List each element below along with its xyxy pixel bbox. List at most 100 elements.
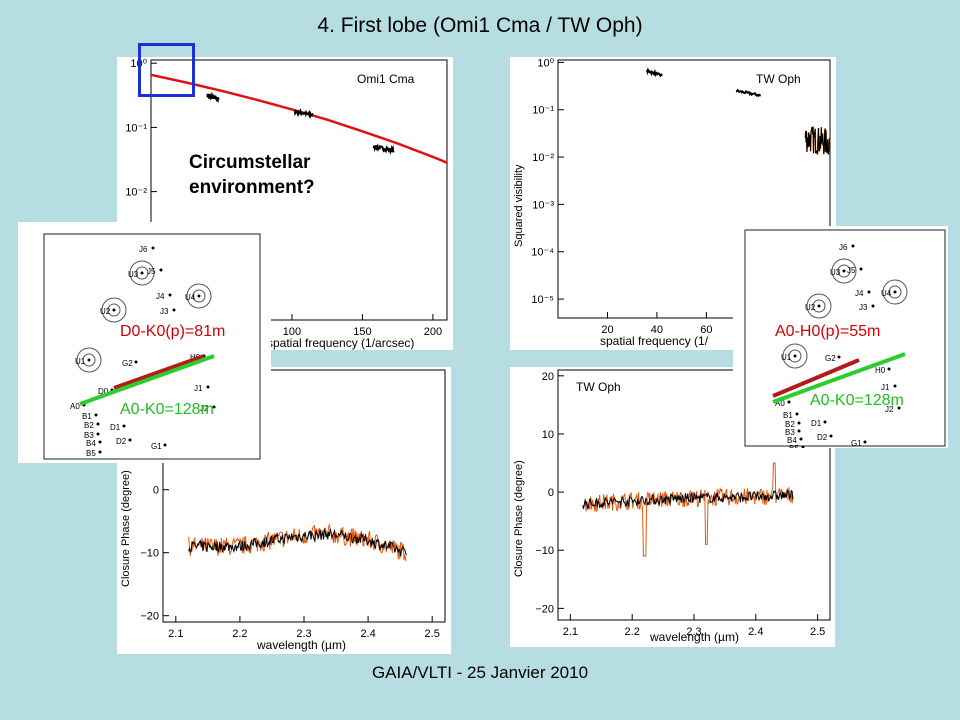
visibility-data-group <box>206 91 220 104</box>
station-label: J4 <box>156 292 165 301</box>
station-label: J1 <box>881 383 890 392</box>
plot-frame <box>557 59 831 319</box>
station-dot <box>859 267 863 271</box>
station-label: D2 <box>817 433 828 442</box>
station-label: J4 <box>855 289 864 298</box>
y-tick-label: −10 <box>140 548 159 560</box>
station-label: H0 <box>875 366 886 375</box>
station-dot <box>863 440 867 444</box>
closure-phase-plot-twoph: 20 10 0 −10 −20 2.1 2.2 2.3 2.4 2.5 TW Oph Closu… <box>513 369 831 644</box>
x-tick-label: 2.4 <box>360 628 375 640</box>
ut-circle <box>129 260 155 286</box>
y-tick-label: 20 <box>542 371 554 383</box>
station-label: U4 <box>881 289 892 298</box>
station-dot <box>212 405 216 409</box>
x-tick-label: 20 <box>601 324 613 336</box>
ut-dome <box>82 353 96 367</box>
y-tick-label: 0 <box>548 487 554 499</box>
ut-dome <box>812 299 826 313</box>
station-label: G1 <box>151 442 162 451</box>
visibility-data-group <box>804 126 831 155</box>
station-dot <box>867 290 871 294</box>
closure-phase-data <box>582 462 794 557</box>
station-label: U1 <box>75 357 86 366</box>
station-dot <box>787 400 791 404</box>
station-dot <box>823 420 827 424</box>
slide-title: 4. First lobe (Omi1 Cma / TW Oph) <box>317 14 643 37</box>
ut-dome <box>135 266 149 280</box>
station-dot <box>795 412 799 416</box>
baseline-red-line <box>772 358 860 398</box>
station-dot <box>112 308 116 312</box>
station-label: U2 <box>100 307 111 316</box>
station-dot <box>799 437 803 441</box>
station-dot <box>893 290 897 294</box>
baseline-red-line <box>113 354 205 390</box>
station-label: B5 <box>86 449 96 458</box>
station-label: B2 <box>84 421 94 430</box>
visibility-data-group <box>735 88 761 98</box>
y-tick-label: 10 <box>542 429 554 441</box>
station-label: D2 <box>116 437 127 446</box>
station-dot <box>197 294 201 298</box>
station-label: U3 <box>830 268 841 277</box>
station-label: J2 <box>200 404 209 413</box>
station-label: A0 <box>775 399 785 408</box>
station-dot <box>96 422 100 426</box>
station-label: B4 <box>86 439 96 448</box>
y-tick-label: −10 <box>535 545 554 557</box>
vlti-station-map: J6U3J5J4U4J3U2U1G2D0H0J1J2A0B1B2B3B4B5D1… <box>43 233 261 460</box>
station-dot <box>96 432 100 436</box>
vlti-array-map-left: J6U3J5J4U4J3U2U1G2D0H0J1J2A0B1B2B3B4B5D1… <box>18 222 271 463</box>
station-dot <box>793 354 797 358</box>
ut-circle <box>101 297 127 323</box>
y-tick-label: 10⁻⁴ <box>531 247 554 259</box>
station-dot <box>851 244 855 248</box>
baseline-green-line <box>79 354 215 406</box>
station-label: J3 <box>859 303 868 312</box>
plot-frame <box>150 59 448 321</box>
station-dot <box>140 271 144 275</box>
station-dot <box>87 358 91 362</box>
x-tick-label: 2.2 <box>625 626 640 638</box>
station-label: J2 <box>885 405 894 414</box>
station-label: U4 <box>185 293 196 302</box>
baseline-label-red-right: A0-H0(p)=55m <box>775 323 881 340</box>
station-label: G2 <box>825 354 836 363</box>
station-label: J3 <box>160 307 169 316</box>
y-tick-label: 10⁻¹ <box>125 122 147 134</box>
station-label: J5 <box>147 267 156 276</box>
closure-phase-model <box>582 489 794 510</box>
x-tick-label: 2.2 <box>232 628 247 640</box>
ut-dome <box>788 349 802 363</box>
ut-dome <box>888 285 902 299</box>
x-tick-label: 200 <box>424 326 442 338</box>
x-tick-label: 60 <box>700 324 712 336</box>
closure-phase-panel-omi1cma: 0 −10 −20 2.1 2.2 2.3 2.4 2.5 Closure Phase (d… <box>117 367 451 654</box>
station-dot <box>151 246 155 250</box>
station-dot <box>897 406 901 410</box>
x-tick-label: 2.3 <box>296 628 311 640</box>
ut-circle <box>186 283 212 309</box>
y-tick-label: −20 <box>140 611 159 623</box>
y-axis-label: Squared visibility <box>513 164 525 247</box>
visibility-data-group <box>293 108 314 119</box>
station-dot <box>797 429 801 433</box>
station-dot <box>122 424 126 428</box>
y-axis-label: Closure Phase (degree) <box>120 470 132 587</box>
station-dot <box>163 443 167 447</box>
y-tick-label: 10⁻⁵ <box>531 294 554 306</box>
y-tick-label: 10⁰ <box>537 57 554 69</box>
baseline-label-green-left: A0-K0=128m <box>120 401 214 418</box>
station-label: J1 <box>194 384 203 393</box>
ut-circle <box>882 279 908 305</box>
y-tick-label: 10⁻² <box>532 152 554 164</box>
station-label: J6 <box>139 245 148 254</box>
x-axis-label: wavelength (µm) <box>649 630 739 644</box>
ut-circle <box>831 258 857 284</box>
station-label: G2 <box>122 359 133 368</box>
station-label: B4 <box>787 436 797 445</box>
annotation-line-1: Circumstellar <box>189 152 311 173</box>
station-label: B5 <box>789 444 799 448</box>
